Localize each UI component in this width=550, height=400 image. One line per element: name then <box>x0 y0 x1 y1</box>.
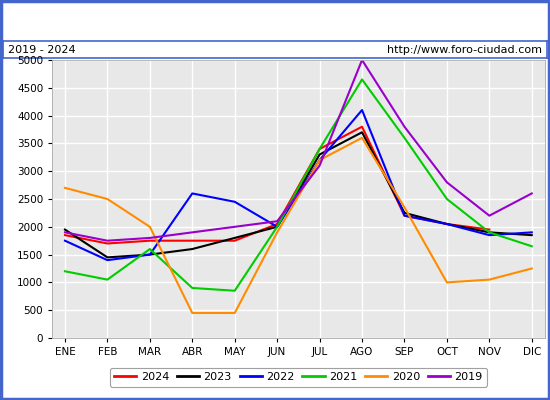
Text: 2019 - 2024: 2019 - 2024 <box>8 45 76 55</box>
Legend: 2024, 2023, 2022, 2021, 2020, 2019: 2024, 2023, 2022, 2021, 2020, 2019 <box>109 368 487 387</box>
Text: Evolucion Nº Turistas Nacionales en el municipio de Medina-Sidonia: Evolucion Nº Turistas Nacionales en el m… <box>50 14 501 28</box>
Text: http://www.foro-ciudad.com: http://www.foro-ciudad.com <box>387 45 542 55</box>
